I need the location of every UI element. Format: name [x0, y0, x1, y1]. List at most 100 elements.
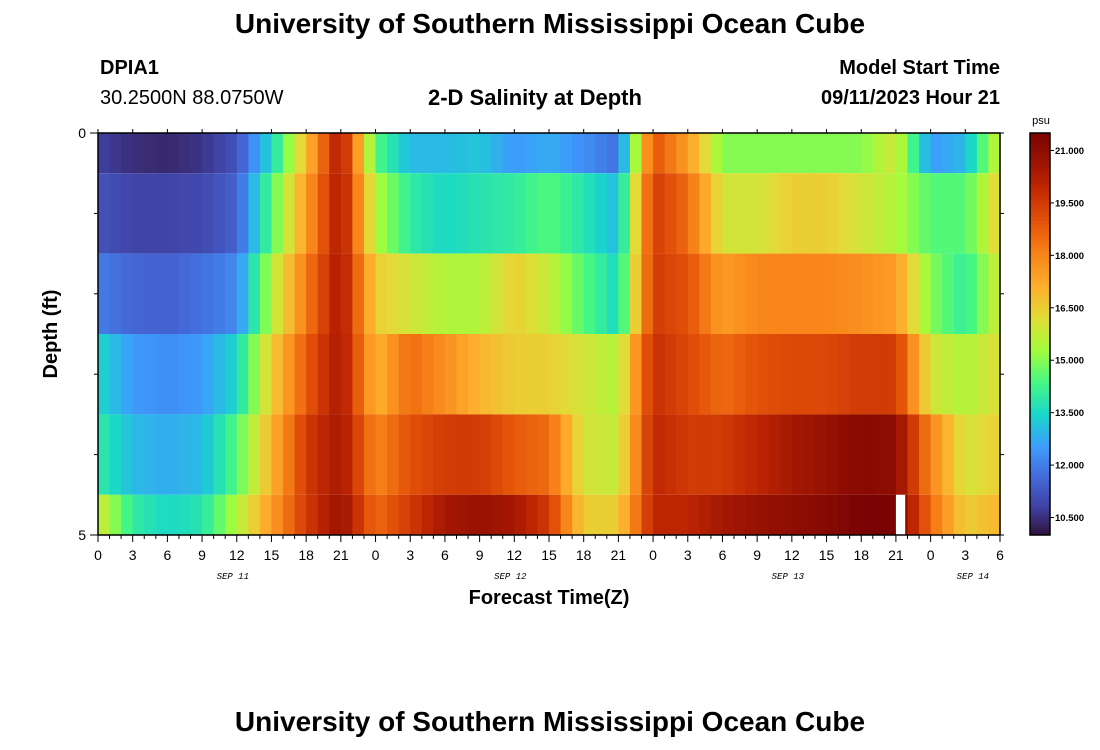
- heatmap-cell: [988, 253, 1001, 334]
- heatmap-cell: [167, 494, 180, 535]
- heatmap-cell: [410, 494, 423, 535]
- x-tick-label: 12: [229, 547, 245, 563]
- x-tick-label: 6: [441, 547, 449, 563]
- heatmap-cell: [791, 334, 805, 415]
- colorbar-swatch: [1030, 243, 1050, 248]
- heatmap-cell: [271, 494, 284, 535]
- x-tick-label: 3: [406, 547, 414, 563]
- colorbar-swatch: [1030, 246, 1050, 251]
- heatmap-cell: [791, 253, 805, 334]
- heatmap-cell: [502, 133, 515, 174]
- heatmap-cell: [722, 173, 735, 254]
- heatmap-cell: [306, 494, 319, 535]
- colorbar-swatch: [1030, 193, 1050, 198]
- heatmap-cell: [410, 133, 423, 174]
- colorbar-swatch: [1030, 273, 1050, 278]
- colorbar-swatch: [1030, 421, 1050, 425]
- heatmap-cell: [965, 414, 978, 495]
- heatmap-cell: [560, 494, 573, 535]
- colorbar-swatch: [1030, 330, 1050, 335]
- heatmap-cell: [653, 414, 666, 495]
- heatmap-cell: [965, 494, 978, 535]
- heatmap-cell: [190, 334, 203, 415]
- heatmap-cell: [479, 494, 492, 535]
- heatmap-cell: [410, 334, 423, 415]
- heatmap-cell: [259, 133, 273, 174]
- colorbar-swatch: [1030, 153, 1050, 157]
- heatmap-cell: [317, 414, 330, 495]
- colorbar-swatch: [1030, 511, 1050, 516]
- heatmap-cell: [155, 494, 168, 535]
- heatmap-cell: [479, 253, 492, 334]
- heatmap-cell: [144, 133, 157, 174]
- heatmap-cell: [895, 253, 909, 334]
- heatmap-cell: [329, 253, 342, 334]
- colorbar-swatch: [1030, 340, 1050, 345]
- x-tick-label: 18: [576, 547, 592, 563]
- heatmap-cell: [537, 253, 550, 334]
- heatmap-cell: [826, 253, 839, 334]
- heatmap-cell: [549, 253, 562, 334]
- heatmap-cell: [965, 253, 978, 334]
- y-axis-title: Depth (ft): [40, 290, 62, 379]
- heatmap-cell: [560, 414, 573, 495]
- heatmap-cell: [745, 414, 758, 495]
- heatmap-cell: [907, 133, 920, 174]
- heatmap-cell: [768, 133, 781, 174]
- heatmap-cell: [676, 253, 689, 334]
- heatmap-cell: [757, 494, 770, 535]
- heatmap-cell: [664, 173, 677, 254]
- x-tick-label: 6: [163, 547, 171, 563]
- heatmap-cell: [306, 133, 319, 174]
- heatmap-cell: [687, 133, 700, 174]
- heatmap-cell: [676, 334, 689, 415]
- heatmap-cell: [202, 133, 215, 174]
- heatmap-cell: [479, 334, 492, 415]
- heatmap-cell: [583, 253, 596, 334]
- station-coordinates: 30.2500N 88.0750W: [100, 87, 284, 109]
- heatmap-cell: [202, 173, 215, 254]
- heatmap-cell: [572, 253, 585, 334]
- heatmap-cell: [190, 494, 203, 535]
- colorbar-swatch: [1030, 521, 1050, 526]
- colorbar-swatch: [1030, 210, 1050, 214]
- heatmap-cell: [537, 173, 550, 254]
- heatmap-cell: [803, 334, 816, 415]
- heatmap-cell: [190, 414, 203, 495]
- heatmap-cell: [294, 414, 307, 495]
- heatmap-cell: [919, 173, 932, 254]
- colorbar-swatch: [1030, 260, 1050, 265]
- heatmap-cell: [132, 173, 145, 254]
- heatmap-cell: [98, 414, 111, 495]
- heatmap-cell: [178, 494, 192, 535]
- heatmap-cell: [953, 133, 966, 174]
- heatmap-cell: [468, 253, 481, 334]
- colorbar-swatch: [1030, 320, 1050, 325]
- heatmap-cell: [352, 334, 365, 415]
- colorbar-swatch: [1030, 179, 1050, 184]
- heatmap-cell: [329, 414, 342, 495]
- heatmap-cell: [433, 334, 446, 415]
- heatmap-cell: [132, 414, 145, 495]
- heatmap-cell: [988, 173, 1001, 254]
- heatmap-cell: [757, 414, 770, 495]
- heatmap-cell: [121, 173, 134, 254]
- heatmap-cell: [884, 133, 897, 174]
- heatmap-cell: [791, 173, 805, 254]
- heatmap-cell: [976, 494, 990, 535]
- heatmap-cell: [641, 133, 654, 174]
- heatmap-cell: [826, 133, 839, 174]
- heatmap-cell: [629, 414, 643, 495]
- heatmap-cell: [213, 133, 226, 174]
- colorbar-swatch: [1030, 434, 1050, 439]
- heatmap-cell: [572, 494, 585, 535]
- heatmap-cell: [259, 494, 273, 535]
- heatmap-cell: [363, 414, 377, 495]
- colorbar-swatch: [1030, 200, 1050, 204]
- heatmap-cell: [757, 173, 770, 254]
- heatmap-cell: [502, 334, 515, 415]
- heatmap-cell: [884, 414, 897, 495]
- heatmap-cell: [814, 133, 828, 174]
- heatmap-cell: [144, 253, 157, 334]
- heatmap-cell: [190, 253, 203, 334]
